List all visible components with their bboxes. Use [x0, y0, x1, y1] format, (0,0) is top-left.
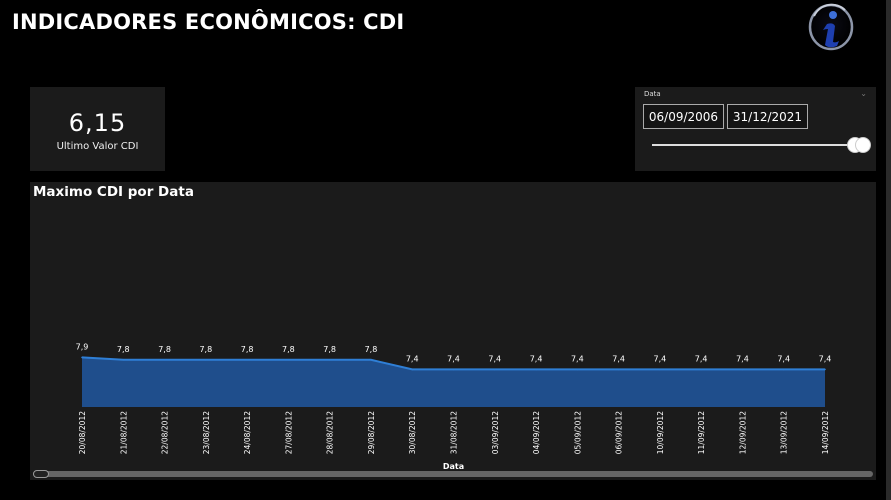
x-tick-label: 29/08/2012: [367, 411, 376, 454]
data-point[interactable]: [328, 359, 331, 361]
data-label: 7,9: [76, 342, 89, 351]
x-axis-title: Data: [443, 462, 464, 471]
x-tick-label: 30/08/2012: [408, 411, 417, 454]
data-point[interactable]: [741, 368, 744, 371]
end-date-input[interactable]: 31/12/2021: [727, 104, 808, 129]
x-tick-label: 05/09/2012: [573, 411, 582, 454]
data-point[interactable]: [824, 368, 826, 371]
start-date-input[interactable]: 06/09/2006: [643, 104, 724, 129]
page-title: INDICADORES ECONÔMICOS: CDI: [12, 10, 405, 34]
cdi-area-chart: 7,9 20/08/2012 7,8 21/08/2012 7,8 22/08/2012 7…: [76, 342, 832, 471]
data-point[interactable]: [370, 359, 372, 361]
data-point[interactable]: [205, 359, 207, 361]
x-tick-label: 06/09/2012: [615, 411, 624, 454]
horizontal-scrollbar[interactable]: [33, 470, 873, 478]
x-tick-label: 13/09/2012: [780, 411, 789, 454]
data-point[interactable]: [287, 359, 290, 361]
x-tick-label: 14/09/2012: [821, 411, 830, 454]
data-label: 7,4: [695, 354, 708, 363]
kpi-value: 6,15: [68, 109, 127, 137]
x-tick-label: 11/09/2012: [697, 411, 706, 454]
data-point[interactable]: [163, 359, 166, 361]
slicer-title: Data: [644, 90, 661, 98]
data-label: 7,4: [447, 354, 460, 363]
x-tick-label: 31/08/2012: [450, 411, 459, 454]
scrollbar-thumb[interactable]: [33, 470, 49, 478]
data-label: 7,4: [406, 354, 419, 363]
data-label: 7,4: [571, 354, 584, 363]
data-label: 7,4: [736, 354, 749, 363]
data-label: 7,4: [654, 354, 667, 363]
x-tick-label: 23/08/2012: [202, 411, 211, 454]
data-point[interactable]: [659, 368, 661, 371]
data-label: 7,8: [282, 345, 295, 354]
data-label: 7,4: [612, 354, 625, 363]
x-tick-label: 21/08/2012: [119, 411, 128, 454]
chart-card: 7,9 20/08/2012 7,8 21/08/2012 7,8 22/08/2012 7…: [30, 182, 876, 480]
data-point[interactable]: [452, 368, 455, 371]
data-point[interactable]: [700, 368, 702, 371]
kpi-label: Ultimo Valor CDI: [56, 141, 139, 152]
data-point[interactable]: [782, 368, 785, 371]
x-tick-label: 27/08/2012: [284, 411, 293, 454]
data-label: 7,8: [158, 345, 171, 354]
x-tick-label: 12/09/2012: [738, 411, 747, 454]
logo-i-icon: [805, 2, 857, 52]
series-area: [82, 357, 825, 407]
x-tick-label: 10/09/2012: [656, 411, 665, 454]
kpi-card: 6,15 Ultimo Valor CDI: [30, 87, 165, 171]
data-point[interactable]: [411, 368, 414, 371]
chevron-down-icon[interactable]: ⌄: [860, 89, 867, 98]
chart-title: Maximo CDI por Data: [33, 184, 194, 200]
x-tick-label: 22/08/2012: [161, 411, 170, 454]
data-point[interactable]: [493, 368, 496, 371]
data-label: 7,4: [488, 354, 501, 363]
x-tick-label: 03/09/2012: [491, 411, 500, 454]
data-label: 7,4: [530, 354, 543, 363]
data-label: 7,4: [777, 354, 790, 363]
data-label: 7,8: [117, 345, 130, 354]
data-point[interactable]: [81, 356, 83, 359]
date-range-track[interactable]: [652, 144, 862, 146]
window-edge: [886, 0, 891, 500]
data-point[interactable]: [617, 368, 620, 371]
data-point[interactable]: [576, 368, 579, 371]
x-tick-label: 20/08/2012: [78, 411, 87, 454]
data-label: 7,8: [365, 345, 378, 354]
data-label: 7,4: [819, 354, 832, 363]
x-tick-label: 04/09/2012: [532, 411, 541, 454]
slider-handle-end[interactable]: [855, 137, 871, 153]
data-point[interactable]: [246, 359, 248, 361]
x-tick-label: 24/08/2012: [243, 411, 252, 454]
data-point[interactable]: [122, 359, 125, 361]
x-tick-label: 28/08/2012: [326, 411, 335, 454]
date-slicer[interactable]: Data ⌄ 06/09/2006 31/12/2021: [635, 87, 876, 171]
data-label: 7,8: [241, 345, 254, 354]
data-point[interactable]: [535, 368, 537, 371]
data-label: 7,8: [199, 345, 212, 354]
data-label: 7,8: [323, 345, 336, 354]
